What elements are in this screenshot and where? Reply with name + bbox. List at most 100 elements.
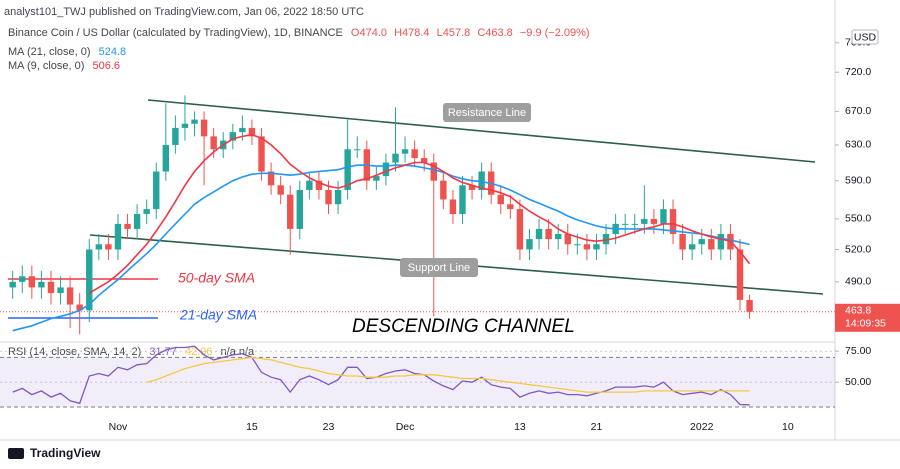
publisher: analyst101_TWJ published on TradingView.… — [4, 6, 364, 18]
candle-body — [200, 119, 208, 137]
candle-body — [105, 244, 112, 250]
candle-body — [344, 149, 351, 190]
y-tick-label: 720.0 — [845, 66, 871, 78]
candle-body — [57, 287, 64, 294]
candle-body — [660, 209, 667, 224]
x-tick-label: Dec — [396, 421, 415, 433]
last-price-box — [835, 303, 900, 332]
candle-body — [124, 223, 131, 229]
candle-body — [133, 213, 141, 229]
ma9-value: 506.6 — [92, 60, 120, 72]
candle-body — [392, 153, 399, 163]
candle-body — [334, 189, 342, 205]
candle-body — [181, 123, 189, 128]
candle-body — [38, 281, 45, 288]
candle-body — [306, 180, 313, 190]
change: −9.9 (−2.09%) — [520, 27, 590, 39]
rsi-sma-value: 42.96 — [185, 346, 213, 358]
candle-body — [86, 249, 93, 311]
countdown-label: 14:09:35 — [845, 318, 886, 330]
x-tick-label: 13 — [514, 421, 526, 433]
candle-body — [411, 149, 418, 159]
candle-body — [66, 287, 74, 305]
candle-body — [95, 244, 103, 250]
ma21-value: 524.8 — [99, 46, 127, 58]
plot-layer — [0, 95, 835, 408]
y-tick-label: 630.0 — [845, 139, 871, 151]
candle-body — [526, 239, 533, 250]
candle-body — [717, 233, 725, 250]
candle-body — [401, 149, 409, 154]
x-tick-label: 10 — [782, 421, 794, 433]
candle-body — [421, 158, 428, 163]
candle-body — [468, 185, 476, 190]
candle-body — [172, 127, 179, 145]
x-tick-label: 23 — [323, 421, 335, 433]
ma9-name: MA (9, close, 0) — [8, 60, 84, 72]
candle-body — [143, 209, 150, 214]
candle-body — [545, 228, 552, 240]
candle-body — [698, 239, 705, 245]
candle-body — [382, 162, 390, 177]
candle-body — [28, 276, 36, 288]
candle-body — [153, 171, 160, 210]
brand-logo — [8, 448, 24, 459]
candle-body — [535, 228, 543, 240]
ma21-name: MA (21, close, 0) — [8, 46, 91, 58]
y-tick-label: 550.0 — [845, 213, 871, 225]
candle-body — [239, 127, 246, 133]
x-tick-label: 2022 — [690, 421, 714, 433]
annotations: Resistance Line Support Line 50-day SMA … — [178, 103, 575, 337]
candle-body — [478, 171, 485, 190]
candle-body — [191, 119, 198, 124]
candle-body — [650, 218, 658, 224]
candle-body — [516, 209, 524, 250]
candle-body — [688, 244, 696, 250]
candle-body — [507, 204, 514, 210]
candle-body — [602, 233, 610, 245]
candle-body — [287, 194, 294, 229]
moving-average-line — [88, 133, 751, 294]
candle-body — [593, 244, 600, 250]
candle-body — [574, 244, 581, 246]
ma21-legend: MA (21, close, 0) 524.8 — [8, 46, 126, 58]
candle-body — [641, 218, 648, 224]
candle-body — [708, 239, 715, 250]
candle-body — [736, 249, 744, 300]
candle-body — [631, 223, 638, 225]
candle-body — [440, 180, 447, 200]
candle-body — [449, 199, 457, 214]
brand: TradingView — [8, 446, 101, 460]
channel-label: DESCENDING CHANNEL — [352, 316, 575, 337]
candle-body — [210, 136, 217, 150]
candle-body — [315, 180, 323, 190]
ohlc-close: C463.8 — [477, 27, 512, 39]
y-tick-label: 520.0 — [845, 243, 871, 255]
candle-body — [373, 176, 380, 181]
support-label-box — [400, 258, 478, 277]
symbol-title: Binance Coin / US Dollar (calculated by … — [8, 27, 343, 39]
candle-body — [162, 144, 170, 172]
resistance-trendline — [147, 99, 816, 163]
candle-body — [621, 223, 629, 225]
candle-body — [114, 223, 122, 250]
ohlc-high: H478.4 — [394, 27, 429, 39]
x-tick-label: 21 — [591, 421, 603, 433]
brand-name: TradingView — [30, 446, 101, 460]
candle-body — [564, 233, 571, 245]
candle-body — [669, 209, 677, 234]
resistance-label-box — [443, 103, 531, 122]
candle-body — [583, 244, 591, 250]
rsi-tick-label: 50.00 — [845, 376, 871, 388]
rsi-line — [12, 345, 750, 406]
rsi-line — [146, 356, 750, 393]
sma50-label: 50-day SMA — [178, 270, 255, 286]
candle-body — [248, 127, 256, 137]
rsi-name: RSI (14, close, SMA, 14, 2) — [8, 346, 141, 358]
currency-label: USD — [854, 31, 877, 43]
candle-body — [277, 185, 284, 195]
candle-body — [9, 281, 16, 288]
candle-body — [746, 299, 753, 312]
sma21-label: 21-day SMA — [179, 307, 257, 323]
